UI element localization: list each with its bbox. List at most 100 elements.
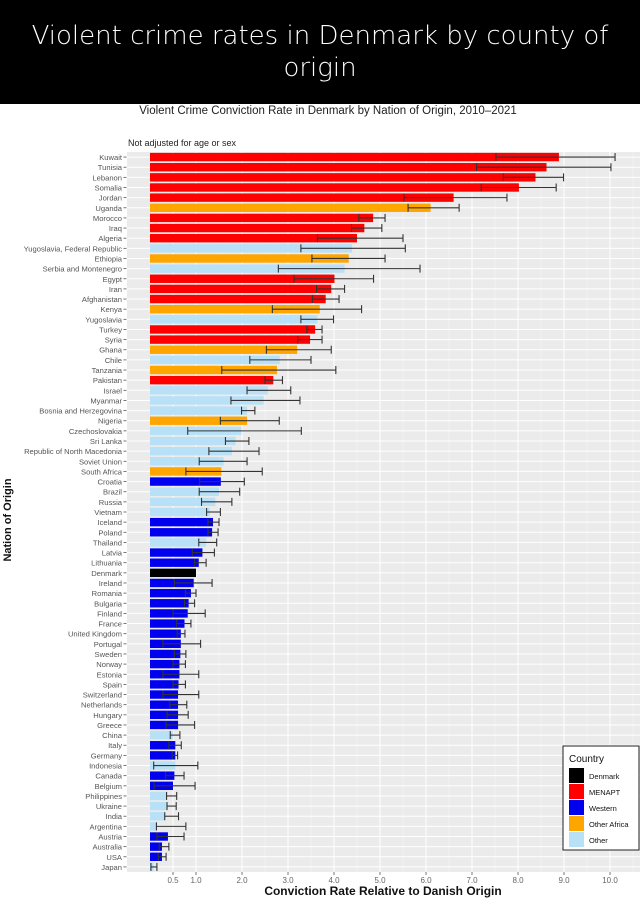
bar-lithuania bbox=[150, 558, 199, 567]
bar-soviet-union bbox=[150, 457, 224, 466]
y-tick-label: Switzerland bbox=[83, 691, 122, 700]
bar-china bbox=[150, 730, 173, 740]
bar-iceland bbox=[150, 517, 214, 527]
bar-israel bbox=[150, 386, 268, 395]
y-tick-label: Jordan bbox=[99, 194, 122, 203]
post-header: Violent crime rates in Denmark by county… bbox=[0, 0, 640, 104]
bar-brazil bbox=[150, 487, 219, 496]
legend-label: Denmark bbox=[589, 772, 620, 781]
y-tick-label: Kuwait bbox=[99, 153, 123, 162]
bar-algeria bbox=[150, 233, 357, 243]
y-tick-label: Argentina bbox=[89, 822, 122, 831]
chart-subtitle: Not adjusted for age or sex bbox=[128, 138, 237, 148]
y-tick-label: Iran bbox=[109, 285, 122, 294]
bar-afghanistan bbox=[150, 294, 326, 304]
legend-swatch bbox=[569, 816, 584, 831]
y-tick-label: Egypt bbox=[103, 275, 123, 284]
x-tick-labels: 0.5 1.0 2.0 3.0 4.0 5.0 6.0 7.0 8.0 9.0 10.0 bbox=[167, 872, 618, 885]
y-tick-label: Somalia bbox=[95, 183, 123, 192]
bar-denmark bbox=[150, 568, 196, 578]
bar-vietnam bbox=[150, 507, 210, 517]
y-tick-label: Estonia bbox=[97, 670, 123, 679]
y-tick-label: Yugoslavia, Federal Republic bbox=[24, 244, 123, 253]
y-tick-label: Poland bbox=[98, 528, 122, 537]
legend-swatch bbox=[569, 832, 584, 847]
y-tick-label: Ireland bbox=[99, 579, 122, 588]
y-tick-label: Chile bbox=[105, 356, 122, 365]
y-tick-label: Syria bbox=[105, 336, 123, 345]
bar-ukraine bbox=[150, 801, 168, 811]
y-tick-label: Ukraine bbox=[96, 802, 122, 811]
y-tick-label: Morocco bbox=[93, 214, 122, 223]
bar-nigeria bbox=[150, 416, 248, 425]
bars bbox=[150, 152, 616, 872]
y-tick-label: Turkey bbox=[99, 325, 122, 334]
x-tick-label: 1.0 bbox=[190, 876, 202, 885]
y-tick-label: Tanzania bbox=[92, 366, 123, 375]
bar-norway bbox=[150, 659, 180, 669]
x-axis-title: Conviction Rate Relative to Danish Origi… bbox=[264, 884, 501, 898]
post-title: Violent crime rates in Denmark by county… bbox=[31, 21, 609, 83]
bar-jordan bbox=[150, 193, 454, 202]
y-tick-label: Belgium bbox=[95, 782, 122, 791]
y-tick-label: Myanmar bbox=[90, 396, 122, 405]
y-tick-label: France bbox=[98, 620, 122, 629]
bar-ghana bbox=[150, 345, 298, 354]
y-tick-label: Hungary bbox=[93, 711, 122, 720]
legend-label: Other Africa bbox=[589, 820, 629, 829]
legend-swatch bbox=[569, 784, 584, 799]
y-tick-label: Uganda bbox=[95, 204, 122, 213]
y-tick-label: Republic of North Macedonia bbox=[24, 447, 123, 456]
y-tick-label: Russia bbox=[99, 498, 123, 507]
y-tick-label: Ethiopia bbox=[95, 254, 123, 263]
legend-label: Other bbox=[589, 836, 608, 845]
y-tick-label: Ghana bbox=[99, 346, 123, 355]
bar-sri-lanka bbox=[150, 436, 236, 446]
y-tick-label: Latvia bbox=[102, 549, 123, 558]
y-tick-label: Tunisia bbox=[98, 163, 123, 172]
y-tick-label: Netherlands bbox=[81, 701, 122, 710]
y-tick-label: Japan bbox=[101, 863, 122, 872]
y-tick-label: Denmark bbox=[91, 569, 122, 578]
y-tick-label: Italy bbox=[108, 741, 122, 750]
bar-chile bbox=[150, 355, 280, 365]
y-tick-label: Vietnam bbox=[94, 508, 122, 517]
y-tick-label: Australia bbox=[92, 843, 122, 852]
x-tick-label: 3.0 bbox=[282, 876, 294, 885]
y-tick-label: China bbox=[102, 731, 123, 740]
y-tick-label: Bosnia and Herzegovina bbox=[39, 407, 123, 416]
x-tick-label: 4.0 bbox=[328, 876, 340, 885]
y-tick-label: Canada bbox=[95, 772, 122, 781]
legend: Country Denmark MENAPT Western Other Africa O… bbox=[562, 745, 640, 851]
y-tick-label: South Africa bbox=[81, 467, 123, 476]
y-tick-label: Greece bbox=[97, 721, 122, 730]
y-tick-label: Romania bbox=[92, 589, 123, 598]
x-tick-label: 6.0 bbox=[420, 876, 432, 885]
bar-france bbox=[150, 619, 185, 628]
y-tick-label: Germany bbox=[91, 751, 122, 760]
y-tick-label: Thailand bbox=[93, 538, 122, 547]
bar-morocco bbox=[150, 213, 374, 223]
y-tick-label: Portugal bbox=[94, 640, 123, 649]
bar-croatia bbox=[150, 477, 221, 486]
bar-ethiopia bbox=[150, 254, 349, 263]
bar-sweden bbox=[150, 649, 181, 659]
bar-canada bbox=[150, 771, 175, 780]
y-tick-label: Finland bbox=[97, 609, 122, 618]
y-tick-label: India bbox=[106, 812, 123, 821]
legend-title: Country bbox=[569, 754, 604, 765]
x-tick-label: 9.0 bbox=[558, 876, 570, 885]
bar-syria bbox=[150, 335, 311, 344]
y-tick-label: Algeria bbox=[98, 234, 122, 243]
y-tick-label: Afghanistan bbox=[82, 295, 122, 304]
x-tick-label: 7.0 bbox=[466, 876, 478, 885]
bar-iran bbox=[150, 284, 332, 294]
legend-label: MENAPT bbox=[589, 788, 621, 797]
bar-italy bbox=[150, 741, 176, 750]
y-tick-label: Sweden bbox=[95, 650, 122, 659]
y-tick-label: Sri Lanka bbox=[90, 437, 123, 446]
bar-russia bbox=[150, 497, 216, 507]
bar-myanmar bbox=[150, 396, 264, 405]
y-tick-label: Norway bbox=[96, 660, 122, 669]
